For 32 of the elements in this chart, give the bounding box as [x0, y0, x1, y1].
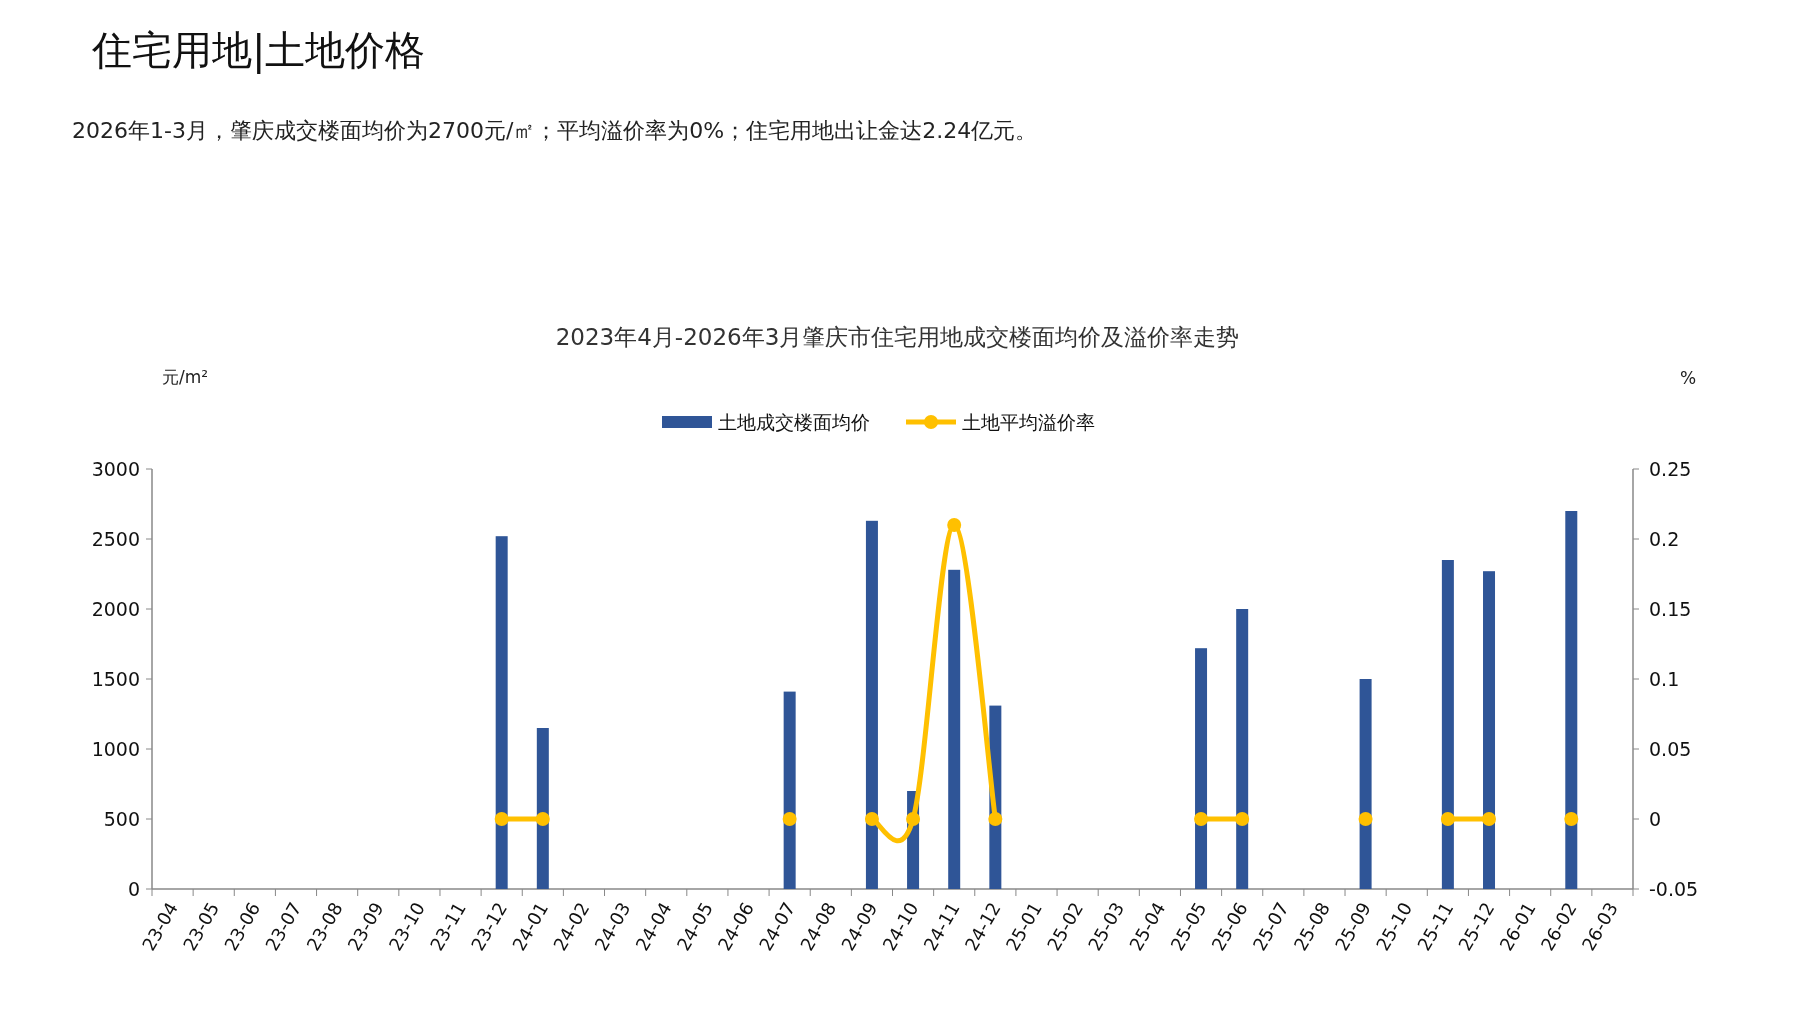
- legend-label: 土地成交楼面均价: [718, 411, 870, 433]
- y-tick-label: 500: [103, 808, 140, 830]
- text: 2026年1-3月，肇庆成交楼面均价为2700元/㎡；平均溢价率为0%；住宅用地出让金达2.24亿元。: [72, 118, 1038, 143]
- y2-tick-label: 0: [1649, 808, 1662, 830]
- legend-label: 土地平均溢价率: [962, 411, 1095, 433]
- y2-tick-label: 0.05: [1649, 738, 1692, 760]
- y-tick-label: 0: [127, 878, 140, 900]
- bar: [495, 536, 508, 889]
- bar: [1236, 609, 1249, 889]
- y2-tick-label: 0.25: [1649, 458, 1692, 480]
- bar: [865, 520, 878, 889]
- y2-tick-label: 0.15: [1649, 598, 1692, 620]
- y2-tick-label: -0.05: [1649, 878, 1699, 900]
- y-axis-title: 元/m²: [161, 367, 209, 387]
- y2-tick-label: 0.2: [1649, 528, 1680, 550]
- y-tick-label: 2000: [91, 598, 140, 620]
- y-tick-label: 3000: [91, 458, 140, 480]
- bar: [1565, 511, 1578, 889]
- text: 住宅用地|土地价格: [91, 27, 426, 74]
- bar: [1441, 560, 1454, 889]
- bar: [1483, 571, 1496, 889]
- bar: [1195, 648, 1208, 889]
- y-tick-label: 1500: [91, 668, 140, 690]
- bar: [1359, 679, 1372, 889]
- y-tick-label: 2500: [91, 528, 140, 550]
- bar: [948, 569, 961, 889]
- y2-axis-title: %: [1679, 368, 1697, 388]
- y2-tick-label: 0.1: [1649, 668, 1680, 690]
- chart-title: 2023年4月-2026年3月肇庆市住宅用地成交楼面均价及溢价率走势: [555, 324, 1240, 350]
- bar: [783, 691, 796, 889]
- y-tick-label: 1000: [91, 738, 140, 760]
- bar: [536, 728, 549, 889]
